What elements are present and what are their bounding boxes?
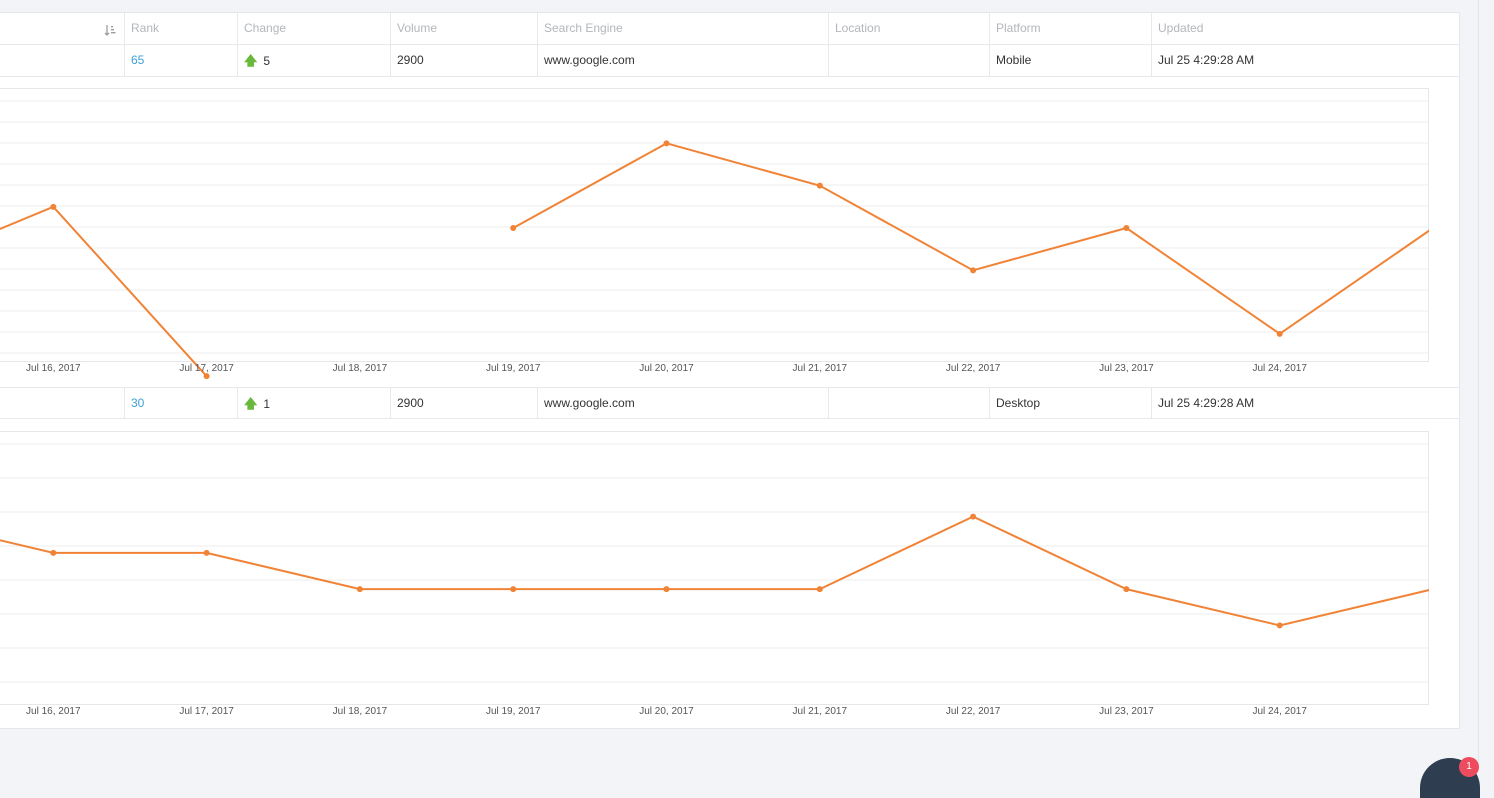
- volume-cell: 2900: [390, 45, 537, 76]
- rank-history-chart-desktop: Jul 16, 2017 Jul 17, 2017 Jul 18, 2017 Jul …: [0, 431, 1429, 717]
- x-tick-label: Jul 17, 2017: [179, 363, 234, 374]
- sort-ascending-icon[interactable]: [104, 24, 116, 36]
- search-engine-cell: www.google.com: [537, 45, 828, 76]
- keyword-table-panel: Rank Change Volume Search Engine Locatio…: [0, 12, 1460, 729]
- x-tick-label: Jul 20, 2017: [639, 706, 694, 717]
- data-point[interactable]: [970, 267, 977, 274]
- arrow-up-icon: 🡅: [244, 53, 258, 68]
- rank-link[interactable]: 65: [131, 53, 145, 67]
- x-tick-label: Jul 18, 2017: [333, 363, 388, 374]
- platform-cell: Desktop: [989, 388, 1151, 419]
- rank-history-chart-svg: Jul 16, 2017 Jul 17, 2017 Jul 18, 2017 Jul …: [0, 443, 1429, 717]
- x-tick-label: Jul 18, 2017: [333, 706, 388, 717]
- rank-link[interactable]: 30: [131, 396, 145, 410]
- data-point[interactable]: [1276, 622, 1283, 629]
- scrollbar-track[interactable]: [1478, 0, 1479, 767]
- location-cell: [828, 45, 989, 76]
- table-row[interactable]: 30 🡅 1 2900 www.google.com Desktop Jul 25…: [0, 387, 1460, 419]
- rank-cell: 65: [124, 45, 237, 76]
- x-tick-label: Jul 16, 2017: [26, 706, 81, 717]
- x-tick-label: Jul 24, 2017: [1252, 363, 1307, 374]
- header-volume[interactable]: Volume: [390, 13, 537, 44]
- change-value: 5: [263, 54, 271, 68]
- x-tick-label: Jul 20, 2017: [639, 363, 694, 374]
- updated-cell: Jul 25 4:29:28 AM: [1151, 388, 1460, 419]
- x-tick-label: Jul 23, 2017: [1099, 706, 1154, 717]
- data-point[interactable]: [1123, 586, 1130, 593]
- header-location[interactable]: Location: [828, 13, 989, 44]
- updated-cell: Jul 25 4:29:28 AM: [1151, 45, 1460, 76]
- x-tick-label: Jul 17, 2017: [179, 706, 234, 717]
- data-point[interactable]: [663, 586, 670, 593]
- data-point[interactable]: [203, 373, 210, 380]
- data-point[interactable]: [970, 513, 977, 520]
- data-point[interactable]: [50, 549, 57, 556]
- x-tick-label: Jul 22, 2017: [946, 363, 1001, 374]
- volume-cell: 2900: [390, 388, 537, 419]
- data-point[interactable]: [1123, 225, 1130, 231]
- data-point[interactable]: [50, 203, 57, 210]
- series-line: [512, 142, 1429, 336]
- x-tick-label: Jul 24, 2017: [1252, 706, 1307, 717]
- x-tick-label: Jul 21, 2017: [793, 706, 848, 717]
- series-line: [0, 515, 1429, 627]
- x-tick-label: Jul 23, 2017: [1099, 363, 1154, 374]
- header-rank[interactable]: Rank: [124, 13, 237, 44]
- search-engine-cell: www.google.com: [537, 388, 828, 419]
- data-point[interactable]: [816, 586, 823, 593]
- rank-history-chart-mobile: Jul 16, 2017 Jul 17, 2017 Jul 18, 2017 Jul …: [0, 88, 1429, 380]
- x-tick-label: Jul 16, 2017: [26, 363, 81, 374]
- rank-cell: 30: [124, 388, 237, 419]
- header-platform[interactable]: Platform: [989, 13, 1151, 44]
- keyword-cell: [0, 388, 124, 419]
- series-line: [0, 205, 208, 377]
- sort-column-header[interactable]: [0, 13, 124, 44]
- data-point[interactable]: [663, 140, 670, 147]
- arrow-up-icon: 🡅: [244, 396, 258, 411]
- header-updated[interactable]: Updated: [1151, 13, 1460, 44]
- change-value: 1: [263, 397, 271, 411]
- data-point[interactable]: [816, 182, 823, 189]
- keyword-cell: [0, 45, 124, 76]
- data-point[interactable]: [356, 586, 363, 593]
- table-header-row: Rank Change Volume Search Engine Locatio…: [0, 13, 1460, 45]
- x-tick-label: Jul 19, 2017: [486, 363, 541, 374]
- x-tick-label: Jul 21, 2017: [793, 363, 848, 374]
- location-cell: [828, 388, 989, 419]
- rank-history-chart-svg: Jul 16, 2017 Jul 17, 2017 Jul 18, 2017 Jul …: [0, 100, 1429, 380]
- chat-notification-badge[interactable]: 1: [1459, 757, 1479, 777]
- data-point[interactable]: [510, 225, 517, 231]
- data-point[interactable]: [1276, 330, 1283, 337]
- header-change[interactable]: Change: [237, 13, 390, 44]
- data-point[interactable]: [203, 549, 210, 556]
- change-cell: 🡅 1: [237, 388, 390, 419]
- table-row[interactable]: 65 🡅 5 2900 www.google.com Mobile Jul 25 …: [0, 45, 1460, 77]
- change-cell: 🡅 5: [237, 45, 390, 76]
- header-search-engine[interactable]: Search Engine: [537, 13, 828, 44]
- x-tick-label: Jul 19, 2017: [486, 706, 541, 717]
- platform-cell: Mobile: [989, 45, 1151, 76]
- x-tick-label: Jul 22, 2017: [946, 706, 1001, 717]
- data-point[interactable]: [510, 586, 517, 593]
